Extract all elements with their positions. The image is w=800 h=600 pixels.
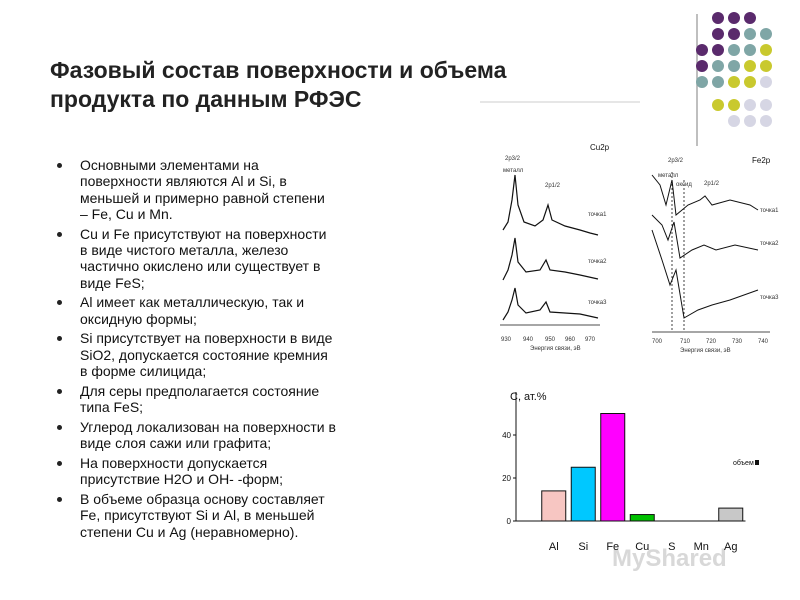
fe-spectra <box>651 172 770 333</box>
bullet-line: Углерод локализован на поверхности в <box>80 418 336 435</box>
spectrum-title: Fe2p <box>752 156 771 165</box>
bar <box>629 514 655 522</box>
watermark: MyShared <box>612 545 727 572</box>
bullet-line: виде слоя сажи или графита; <box>80 435 272 452</box>
bullet-line: Si присутствует на поверхности в виде <box>80 330 333 347</box>
peak-label: 2p1/2 <box>704 181 720 187</box>
bullet-line: На поверхности допускается <box>80 455 268 472</box>
bullet-line: оксидную формы; <box>80 310 197 327</box>
point-label: точка1 <box>588 212 607 218</box>
bar <box>541 490 567 522</box>
slide-title: Фазовый состав поверхности и объема проду… <box>50 56 506 114</box>
x-tick-label: Fe <box>606 541 619 553</box>
point-label: точка2 <box>588 259 607 265</box>
bullet-line: поверхности являются Al и Si, в <box>80 173 287 190</box>
peak-label: 2p3/2 <box>505 156 521 162</box>
bullet: Основными элементами на поверхности являю… <box>57 157 397 222</box>
y-axis-title: C, ат.% <box>510 391 547 403</box>
bullet-line: Al имеет как металлическую, так и <box>80 294 305 311</box>
axis-label: 710 <box>680 339 691 345</box>
bullet-line: Для серы предполагается состояние <box>80 382 320 399</box>
bullet-line: Cu и Fe присутствуют на поверхности <box>80 225 327 242</box>
bullet-line: SiO2, допускается состояние кремния <box>80 346 328 363</box>
peak-label: оксид <box>676 182 692 188</box>
bullet-line: – Fe, Cu и Mn. <box>80 205 173 222</box>
x-tick-label: S <box>668 541 675 553</box>
bullet: Cu и Fe присутствуют на поверхности в вид… <box>57 226 397 291</box>
axis-label: 930 <box>501 337 512 343</box>
bullet-line: Основными элементами на <box>80 157 259 173</box>
bar <box>718 507 744 522</box>
x-tick-label: Al <box>549 541 559 553</box>
legend-swatch <box>755 460 759 465</box>
legend-label: объем <box>733 459 754 467</box>
cu-spectra <box>500 174 600 326</box>
bullet-line: в форме силицида; <box>80 363 207 380</box>
bullet: Углерод локализован на поверхности в виде… <box>57 419 397 452</box>
axis-title: Энергия связи, эВ <box>530 346 581 352</box>
peak-label: 2p3/2 <box>668 158 684 164</box>
bullet-line: Fe, присутствуют Si и Al, в меньшей <box>80 507 315 524</box>
axis-label: 960 <box>565 337 576 343</box>
bullet-list: Основными элементами на поверхности являю… <box>57 157 397 544</box>
peak-label: 2p1/2 <box>545 183 561 189</box>
title-line: Фазовый состав поверхности и объема <box>50 57 507 83</box>
bullet-line: присутствие H2O и OH- -форм; <box>80 471 283 488</box>
point-label: точка3 <box>588 300 607 306</box>
bar <box>570 466 596 522</box>
bullet: В объеме образца основу составляет Fe, пр… <box>57 491 397 540</box>
bullet-line: меньшей и примерно равной степени <box>80 189 325 206</box>
axis-label: 940 <box>523 337 534 343</box>
axis-label: 740 <box>758 339 769 345</box>
peak-label: металл <box>658 173 679 179</box>
bullet-line: виде FeS; <box>80 274 145 291</box>
title-line: продукта по данным РФЭС <box>50 86 362 112</box>
bullet: Al имеет как металлическую, так и оксидну… <box>57 294 397 327</box>
axis-label: 700 <box>652 339 663 345</box>
point-label: точка1 <box>760 208 779 214</box>
x-tick-label: Si <box>578 541 588 553</box>
spectrum-title: Cu2p <box>590 143 610 152</box>
bar <box>600 413 626 522</box>
axis-label: 730 <box>732 339 743 345</box>
dots <box>696 12 772 127</box>
axis-title: Энергия связи, эВ <box>680 348 731 354</box>
bullet-line: степени Cu и Ag (неравномерно). <box>80 523 299 540</box>
point-label: точка2 <box>760 241 779 247</box>
bullet: На поверхности допускается присутствие H2… <box>57 455 397 488</box>
x-tick-label: Ag <box>724 541 737 553</box>
y-tick-label: 40 <box>502 431 511 440</box>
point-label: точка3 <box>760 295 779 301</box>
bullet: Si присутствует на поверхности в виде SiO… <box>57 330 397 379</box>
y-tick-label: 20 <box>502 474 511 483</box>
axis-label: 720 <box>706 339 717 345</box>
axis-label: 950 <box>545 337 556 343</box>
bullet-line: в виде чистого металла, железо <box>80 241 289 258</box>
bullet-line: типа FeS; <box>80 399 144 416</box>
peak-label: металл <box>503 168 524 174</box>
axis-label: 970 <box>585 337 596 343</box>
x-tick-label: Cu <box>635 541 649 553</box>
x-tick-label: Mn <box>694 541 709 553</box>
bullet-line: частично окислено или существует в <box>80 258 321 275</box>
bullet: Для серы предполагается состояние типа Fe… <box>57 383 397 416</box>
y-tick-label: 0 <box>507 517 512 526</box>
bullet-line: В объеме образца основу составляет <box>80 491 325 508</box>
